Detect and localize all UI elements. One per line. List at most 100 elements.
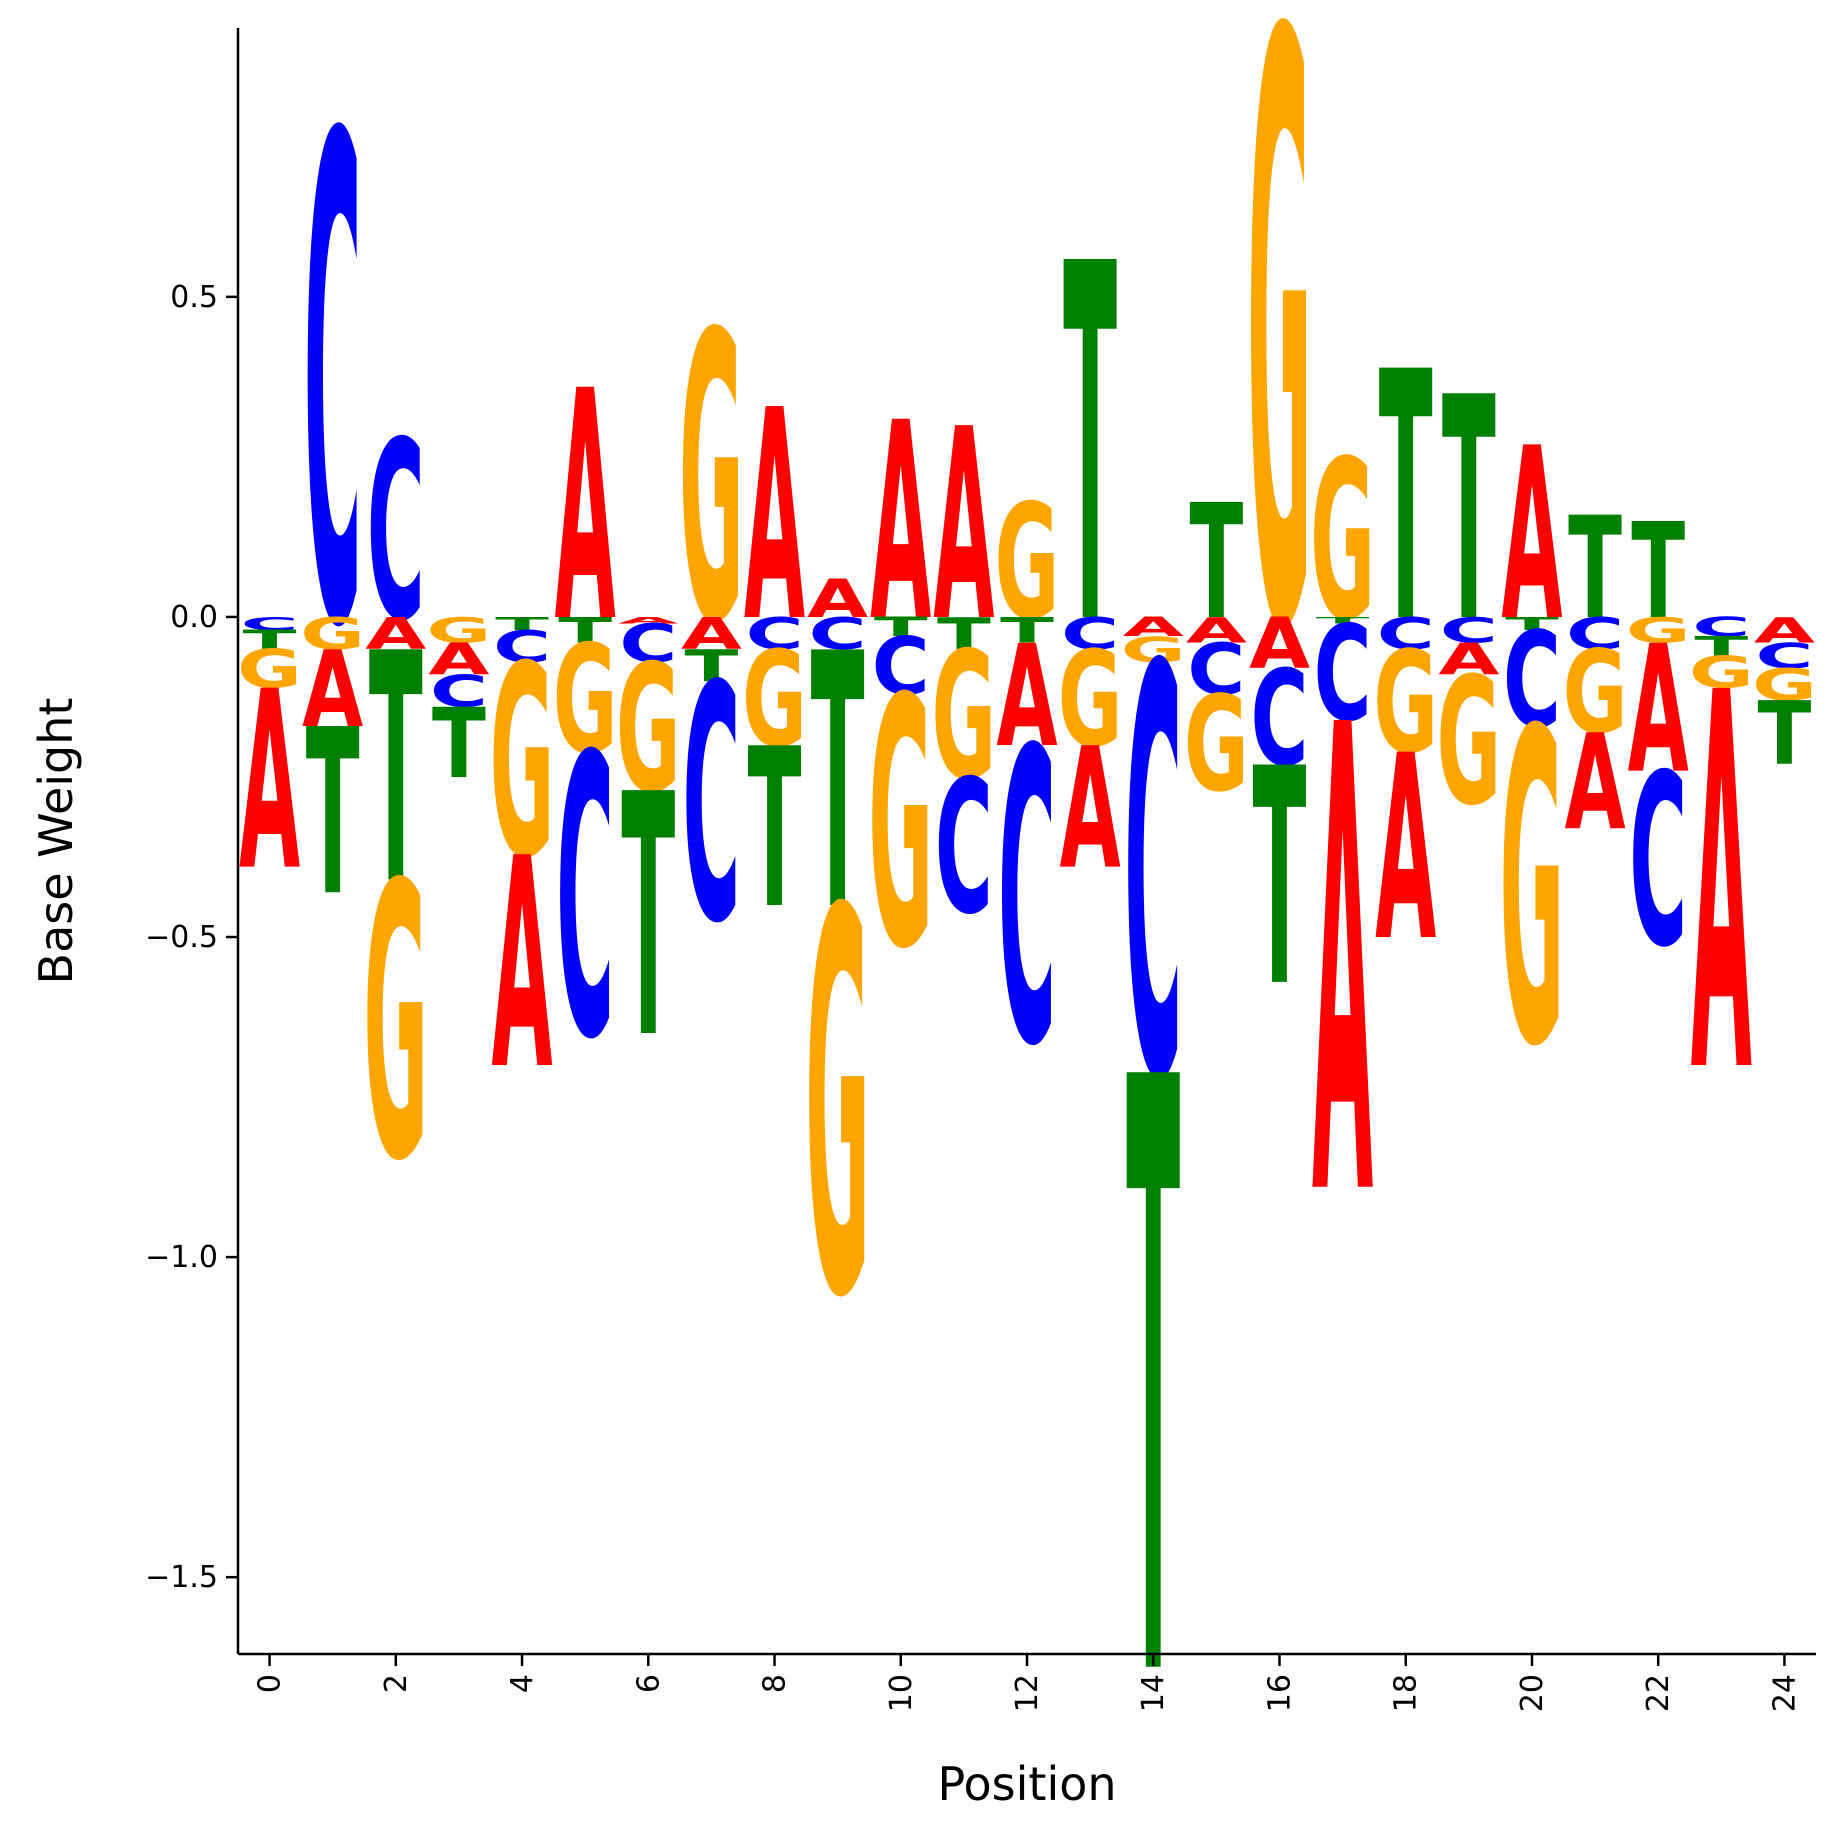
x-tick-label: 20 [1515, 1674, 1550, 1712]
logo-letter-A-pos-6: A [618, 615, 680, 625]
logo-letter-A-pos-24: A [1754, 610, 1815, 651]
x-tick-label: 0 [253, 1674, 288, 1693]
logo-letter-C-pos-2: C [367, 391, 425, 676]
logo-letter-A-pos-4: A [492, 798, 553, 1135]
logo-letter-A-pos-13: A [1060, 712, 1121, 906]
y-tick-label: 0.0 [170, 600, 218, 635]
logo-letter-C-pos-12: C [998, 665, 1056, 1136]
logo-letter-G-pos-21: G [1563, 628, 1628, 761]
logo-letter-C-pos-15: C [1187, 629, 1245, 711]
logo-letter-G-pos-17: G [1310, 413, 1375, 668]
logo-letter-T-pos-19: T [1442, 332, 1496, 689]
logo-letter-T-pos-5: T [558, 610, 612, 651]
logo-letter-T-pos-20: T [1505, 614, 1559, 634]
logo-letter-T-pos-11: T [937, 609, 991, 660]
logo-letter-T-pos-16: T [1253, 707, 1307, 1053]
x-tick-label: 4 [505, 1674, 540, 1693]
logo-letter-G-pos-0: G [237, 639, 302, 700]
logo-letter-A-pos-17: A [1312, 593, 1374, 1338]
logo-letter-G-pos-15: G [1184, 667, 1249, 821]
logo-letter-C-pos-20: C [1503, 603, 1561, 757]
logo-letter-T-pos-23: T [1694, 631, 1748, 662]
logo-letter-C-pos-7: C [682, 617, 740, 995]
logo-letter-C-pos-24: C [1755, 636, 1813, 677]
logo-letter-C-pos-18: C [1377, 609, 1435, 660]
logo-letter-C-pos-22: C [1629, 723, 1687, 999]
logo-letter-A-pos-12: A [996, 614, 1057, 778]
logo-letter-G-pos-1: G [300, 609, 365, 660]
logo-letter-C-pos-14: C [1124, 550, 1182, 1204]
y-tick-label: 0.5 [170, 280, 218, 315]
logo-letter-A-pos-2: A [365, 609, 427, 660]
logo-letter-T-pos-7: T [684, 641, 738, 692]
logo-letter-T-pos-12: T [1000, 610, 1054, 651]
logo-letter-T-pos-13: T [1063, 162, 1117, 733]
logo-letter-C-pos-1: C [304, 0, 362, 774]
axes: 0.50.0−0.5−1.0−1.5 0 2 4 6 8 10 12 14 16 18 20 22 24 [145, 28, 1816, 1712]
logo-letter-C-pos-4: C [493, 622, 551, 673]
logo-letter-T-pos-4: T [495, 614, 549, 634]
logo-letter-T-pos-18: T [1379, 300, 1433, 698]
logo-letter-A-pos-10: A [870, 366, 931, 682]
x-tick-label: 12 [1010, 1674, 1045, 1712]
logo-letter-C-pos-10: C [872, 621, 930, 713]
logo-letter-G-pos-6: G [616, 629, 681, 833]
logo-letter-C-pos-23: C [1692, 612, 1750, 643]
y-axis-title: Base Weight [29, 698, 83, 985]
y-tick-label: −1.0 [145, 1240, 218, 1275]
logo-letter-T-pos-10: T [874, 612, 928, 643]
logo-letter-A-pos-8: A [744, 350, 805, 687]
logo-letter-A-pos-20: A [1501, 397, 1562, 673]
logo-letter-A-pos-18: A [1375, 702, 1436, 998]
logo-letter-G-pos-8: G [742, 622, 807, 776]
logo-letter-G-pos-16: G [1247, 0, 1312, 808]
x-ticks: 0 2 4 6 8 10 12 14 16 18 20 22 24 [253, 1654, 1802, 1712]
logo-letter-A-pos-7: A [681, 609, 743, 660]
logo-letter-G-pos-13: G [1058, 622, 1123, 776]
logo-letter-G-pos-24: G [1752, 660, 1817, 711]
logo-letter-T-pos-17: T [1316, 615, 1370, 625]
logo-letter-A-pos-9: A [807, 568, 868, 629]
x-tick-label: 2 [379, 1674, 414, 1693]
logo-letter-A-pos-22: A [1628, 609, 1689, 813]
x-tick-label: 16 [1262, 1674, 1297, 1712]
logo-letter-T-pos-24: T [1758, 683, 1812, 785]
logo-letter-C-pos-3: C [430, 667, 488, 718]
logo-letter-G-pos-23: G [1689, 648, 1754, 699]
logo-letter-G-pos-10: G [868, 626, 933, 1024]
logo-letter-C-pos-8: C [746, 609, 804, 660]
logo-letter-C-pos-16: C [1251, 642, 1309, 796]
logo-letter-G-pos-12: G [995, 471, 1060, 654]
logo-letter-T-pos-1: T [306, 682, 360, 947]
logo-letter-T-pos-0: T [243, 624, 297, 655]
logo-letter-T-pos-14: T [1126, 909, 1180, 1834]
logo-letter-A-pos-3: A [428, 635, 490, 686]
logo-letter-G-pos-11: G [931, 616, 996, 820]
x-tick-label: 14 [1136, 1674, 1171, 1712]
logo-letter-C-pos-9: C [809, 609, 867, 660]
logo-letter-A-pos-11: A [933, 373, 994, 679]
logo-letter-C-pos-5: C [556, 676, 614, 1125]
logo-letter-T-pos-6: T [621, 725, 675, 1113]
logo-letter-G-pos-2: G [363, 806, 428, 1245]
logo-letter-T-pos-9: T [811, 579, 865, 987]
x-tick-label: 18 [1389, 1674, 1424, 1712]
y-ticks: 0.5 0.0 −0.5 −1.0 −1.5 [145, 280, 238, 1595]
logo-letter-T-pos-22: T [1631, 494, 1685, 648]
logo-letter-G-pos-4: G [490, 610, 555, 916]
logo-letter-T-pos-15: T [1189, 471, 1243, 654]
x-tick-label: 8 [758, 1674, 793, 1693]
logo-letter-G-pos-22: G [1626, 610, 1691, 651]
logo-letter-C-pos-21: C [1566, 609, 1624, 660]
logo-letter-C-pos-17: C [1314, 597, 1372, 751]
logo-letter-T-pos-8: T [748, 701, 802, 956]
logo-letter-T-pos-21: T [1568, 486, 1622, 650]
logo-letter-C-pos-11: C [935, 742, 993, 955]
logo-letter-G-pos-18: G [1373, 621, 1438, 785]
logo-letter-A-pos-16: A [1249, 603, 1310, 685]
y-tick-label: −0.5 [145, 920, 218, 955]
logo-letter-A-pos-14: A [1123, 612, 1185, 643]
logo-letter-T-pos-2: T [369, 587, 423, 955]
logo-letter-C-pos-13: C [1061, 609, 1119, 660]
logo-letter-A-pos-5: A [555, 325, 616, 693]
